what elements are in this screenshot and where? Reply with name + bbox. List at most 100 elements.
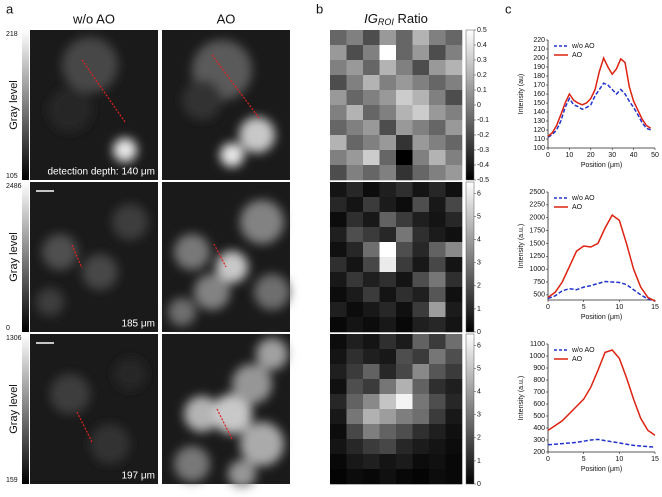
heat-cell [363,454,380,470]
x-tick-label: 5 [582,456,586,463]
x-axis-label: Position (μm) [581,466,622,473]
heat-cell [396,364,413,380]
heat-cell [412,30,430,46]
heat-cell [429,257,446,273]
scale-min: 159 [6,477,18,484]
cell [216,251,248,283]
heat-cell [396,212,413,228]
heat-cell [330,257,347,273]
heat-cell [346,394,364,410]
cell [42,234,78,270]
heat-cell [445,349,463,365]
heat-cell [445,30,463,46]
cell [212,394,252,434]
heat-cell [429,424,446,440]
x-tick-label: 10 [566,152,574,159]
column-header: w/o AO [72,11,115,26]
heat-cell [396,349,413,365]
heat-cell [330,30,347,46]
heat-cell [429,409,446,425]
scale-min: 0 [6,325,10,332]
heat-cell [379,60,397,76]
scale-label: Gray level [8,384,20,434]
heat-cell [396,182,413,198]
heat-cell [396,469,413,485]
cell [90,424,130,464]
cell [113,138,137,162]
x-axis-label: Position (μm) [581,314,622,321]
image-content [168,200,290,326]
heat-cell [379,317,397,333]
heat-cell [445,379,463,395]
colorbar-tick-label: 0.5 [477,27,487,34]
y-tick-label: 140 [533,109,545,116]
heat-cell [396,439,413,455]
heat-cell [429,469,446,485]
heat-cell [379,45,397,61]
colorbar-tick-label: 6 [477,190,481,197]
heat-cell [445,105,463,121]
colorbar-tick-label: 0.2 [477,72,487,79]
heat-cell [346,349,364,365]
heat-cell [379,364,397,380]
heat-cell [445,135,463,151]
colorbar-tick-label: 2 [477,435,481,442]
y-tick-label: 180 [533,73,545,80]
legend-label: w/o AO [571,347,595,354]
series-line [547,280,656,302]
heat-cell [412,150,430,166]
heat-cell [412,90,430,106]
heat-cell [412,424,430,440]
series-line [547,214,656,302]
colorbar-tick-label: 4 [477,389,481,396]
heat-cell [330,364,347,380]
x-tick-label: 15 [651,304,659,311]
depth-label: detection depth: 140 μm [48,167,156,178]
heat-cell [445,272,463,288]
x-tick-label: 5 [582,304,586,311]
heat-cell [445,257,463,273]
panel-label: c [505,1,512,16]
heat-cell [330,197,347,213]
y-axis-label: Intensity (a.u.) [518,224,525,268]
heat-cell [429,212,446,228]
heat-cell [363,379,380,395]
heat-cell [363,150,380,166]
colorbar-tick-label: 5 [477,365,481,372]
colorbar-tick-label: 5 [477,213,481,220]
heat-cell [396,454,413,470]
heat-cell [445,227,463,243]
heat-cell [330,272,347,288]
colorbar [465,333,475,485]
heat-cell [346,45,364,61]
colorbar-tick-label: 1 [477,306,481,313]
heat-cell [412,469,430,485]
colorbar-tick-label: 2 [477,283,481,290]
cell [62,37,118,93]
heat-cell [445,212,463,228]
heat-cell [346,212,364,228]
heat-cell [412,409,430,425]
heat-cell [396,379,413,395]
colorbar-tick-label: -0.3 [477,147,489,154]
heat-cell [363,135,380,151]
cell [174,446,210,482]
colorbar-tick-label: 1 [477,458,481,465]
roi-line [211,54,260,119]
heat-cell [412,197,430,213]
cell [182,80,222,120]
heat-cell [396,227,413,243]
heat-cell [363,105,380,121]
legend-label: AO [572,204,583,211]
colorbar-tick-label: -0.5 [477,177,489,184]
cell [168,298,196,326]
micrograph [162,182,290,332]
image-background [30,334,158,484]
y-tick-label: 2250 [529,202,545,209]
cell [256,338,288,370]
micrograph [30,30,158,180]
heat-cell [379,424,397,440]
legend-label: AO [572,52,583,59]
series-line [547,349,656,436]
y-tick-label: 100 [533,145,545,152]
